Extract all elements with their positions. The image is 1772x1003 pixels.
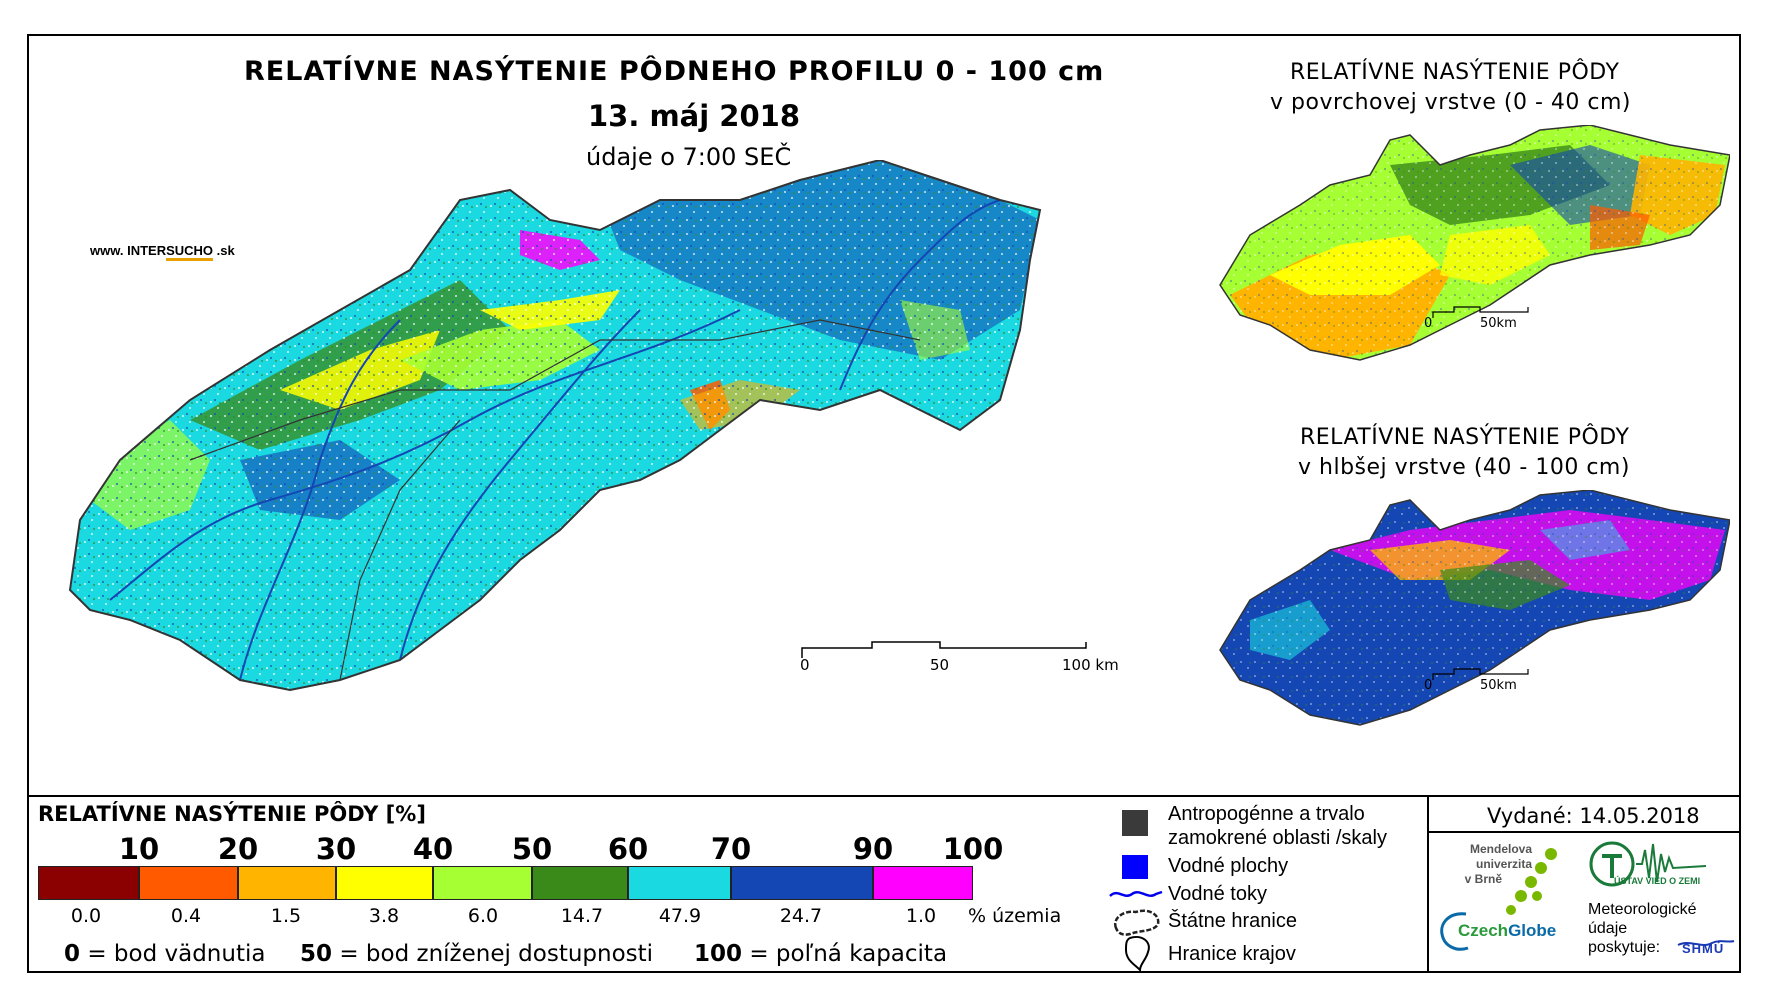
reduced-availability-text: = bod zníženej dostupnosti [332, 941, 654, 967]
water-body-symbol [1122, 855, 1148, 879]
main-scale-bar [801, 641, 1087, 658]
website-prefix: www. INTER [90, 243, 167, 258]
credits-divider [1427, 797, 1429, 971]
class-area-percent: 0.0 [70, 905, 102, 927]
river-symbol [1109, 890, 1163, 897]
main-soil-saturation-map [68, 160, 1042, 692]
mendel-university-logo-icon [1506, 848, 1557, 915]
threshold-label: 10 [118, 832, 160, 866]
color-bar-segment [433, 866, 532, 900]
state-border-symbol [1113, 909, 1160, 936]
threshold-label: 90 [852, 832, 894, 866]
water-bodies-label: Vodné plochy [1168, 855, 1289, 877]
threshold-label: 20 [217, 832, 259, 866]
meteo-credit-line1: Meteorologické [1588, 901, 1697, 918]
field-capacity-text: = poľná kapacita [742, 941, 948, 967]
wilting-point-text: = bod vädnutia [80, 941, 266, 967]
legend-title: RELATÍVNE NASÝTENIE PÔDY [%] [38, 802, 426, 826]
class-area-percent: 1.5 [270, 905, 302, 927]
meteo-credit-line3: poskytuje: [1588, 939, 1661, 956]
legend-panel [27, 795, 1741, 973]
deep-scale-label-0: 0 [1424, 678, 1433, 693]
threshold-label: 30 [315, 832, 357, 866]
earth-science-institute-name: ÚSTAV VIED O ZEMI [1614, 876, 1701, 886]
shmu-logo-icon [1677, 940, 1735, 946]
threshold-label: 60 [607, 832, 649, 866]
anthropogenic-label-line2: zamokrené oblasti /skaly [1168, 827, 1387, 849]
deep-soil-saturation-map [1219, 490, 1730, 726]
shmu-logo-text: SHMÚ [1682, 941, 1725, 956]
meteo-credit-line2: údaje [1588, 920, 1628, 937]
main-map-title: RELATÍVNE NASÝTENIE PÔDNEHO PROFILU 0 - … [244, 56, 1105, 87]
main-scale-label-50: 50 [930, 656, 950, 674]
wilting-point-note: 0 = bod vädnutia [64, 941, 265, 967]
mendel-university-line1: Mendelova [1469, 842, 1532, 856]
color-bar-segment [139, 866, 238, 900]
surface-scale-label-0: 0 [1424, 316, 1433, 331]
threshold-label: 50 [511, 832, 553, 866]
reduced-availability-value: 50 [300, 941, 333, 967]
region-borders-label: Hranice krajov [1168, 943, 1296, 965]
class-area-percent: 24.7 [779, 905, 823, 927]
color-bar-segment [628, 866, 731, 900]
area-percent-unit: % územia [968, 905, 1062, 927]
deep-map-title-line1: RELATÍVNE NASÝTENIE PÔDY [1300, 425, 1630, 450]
deep-scale-label-50: 50km [1480, 678, 1517, 693]
state-borders-label: Štátne hranice [1168, 910, 1297, 932]
main-map-time-note: údaje o 7:00 SEČ [586, 143, 792, 171]
field-capacity-note: 100 = poľná kapacita [694, 941, 947, 967]
reduced-availability-note: 50 = bod zníženej dostupnosti [300, 941, 653, 967]
color-bar-segment [731, 866, 873, 900]
czechglobe-text-b: Globe [1508, 921, 1557, 940]
color-bar-segment [238, 866, 336, 900]
deep-map-title-line2: v hlbšej vrstve (40 - 100 cm) [1298, 455, 1630, 480]
website-suffix: .sk [213, 243, 235, 258]
czechglobe-logo-text: CzechGlobe [1458, 921, 1556, 941]
threshold-label: 70 [710, 832, 752, 866]
wilting-point-value: 0 [64, 941, 81, 967]
field-capacity-value: 100 [694, 941, 743, 967]
threshold-label: 100 [942, 832, 1004, 866]
class-area-percent: 14.7 [560, 905, 604, 927]
issued-date: Vydané: 14.05.2018 [1487, 804, 1700, 828]
website-link[interactable]: www. INTERSUCHO .sk [90, 243, 235, 261]
mendel-university-line3: v Brně [1464, 872, 1502, 886]
surface-soil-saturation-map [1219, 125, 1730, 361]
main-scale-label-0: 0 [800, 656, 810, 674]
class-area-percent: 47.9 [658, 905, 702, 927]
issued-divider [1427, 831, 1739, 833]
website-brand: SUCHO [166, 243, 214, 261]
czechglobe-logo-icon [1440, 912, 1469, 951]
color-bar-segment [38, 866, 139, 900]
color-bar-segment [532, 866, 628, 900]
class-area-percent: 6.0 [467, 905, 499, 927]
main-scale-label-100: 100 km [1062, 656, 1119, 674]
class-area-percent: 3.8 [368, 905, 400, 927]
surface-map-title-line2: v povrchovej vrstve (0 - 40 cm) [1270, 90, 1631, 115]
czechglobe-text-a: Czech [1458, 921, 1509, 940]
earth-science-institute-logo-icon [1589, 841, 1707, 887]
main-map-date: 13. máj 2018 [588, 99, 801, 133]
anthropogenic-area-symbol [1122, 810, 1148, 836]
region-border-symbol [1124, 936, 1150, 972]
deep-scale-bar [1432, 668, 1529, 680]
anthropogenic-label-line1: Antropogénne a trvalo [1168, 803, 1365, 825]
threshold-label: 40 [412, 832, 454, 866]
surface-scale-label-50: 50km [1480, 316, 1517, 331]
surface-scale-bar [1432, 306, 1529, 318]
color-bar-segment [873, 866, 973, 900]
class-area-percent: 0.4 [170, 905, 202, 927]
surface-map-title-line1: RELATÍVNE NASÝTENIE PÔDY [1290, 60, 1620, 85]
shmu-logo: SHMÚ [1676, 937, 1736, 959]
color-bar-segment [336, 866, 433, 900]
rivers-label: Vodné toky [1168, 883, 1267, 905]
class-area-percent: 1.0 [905, 905, 937, 927]
mendel-university-line2: univerzita [1475, 857, 1532, 871]
